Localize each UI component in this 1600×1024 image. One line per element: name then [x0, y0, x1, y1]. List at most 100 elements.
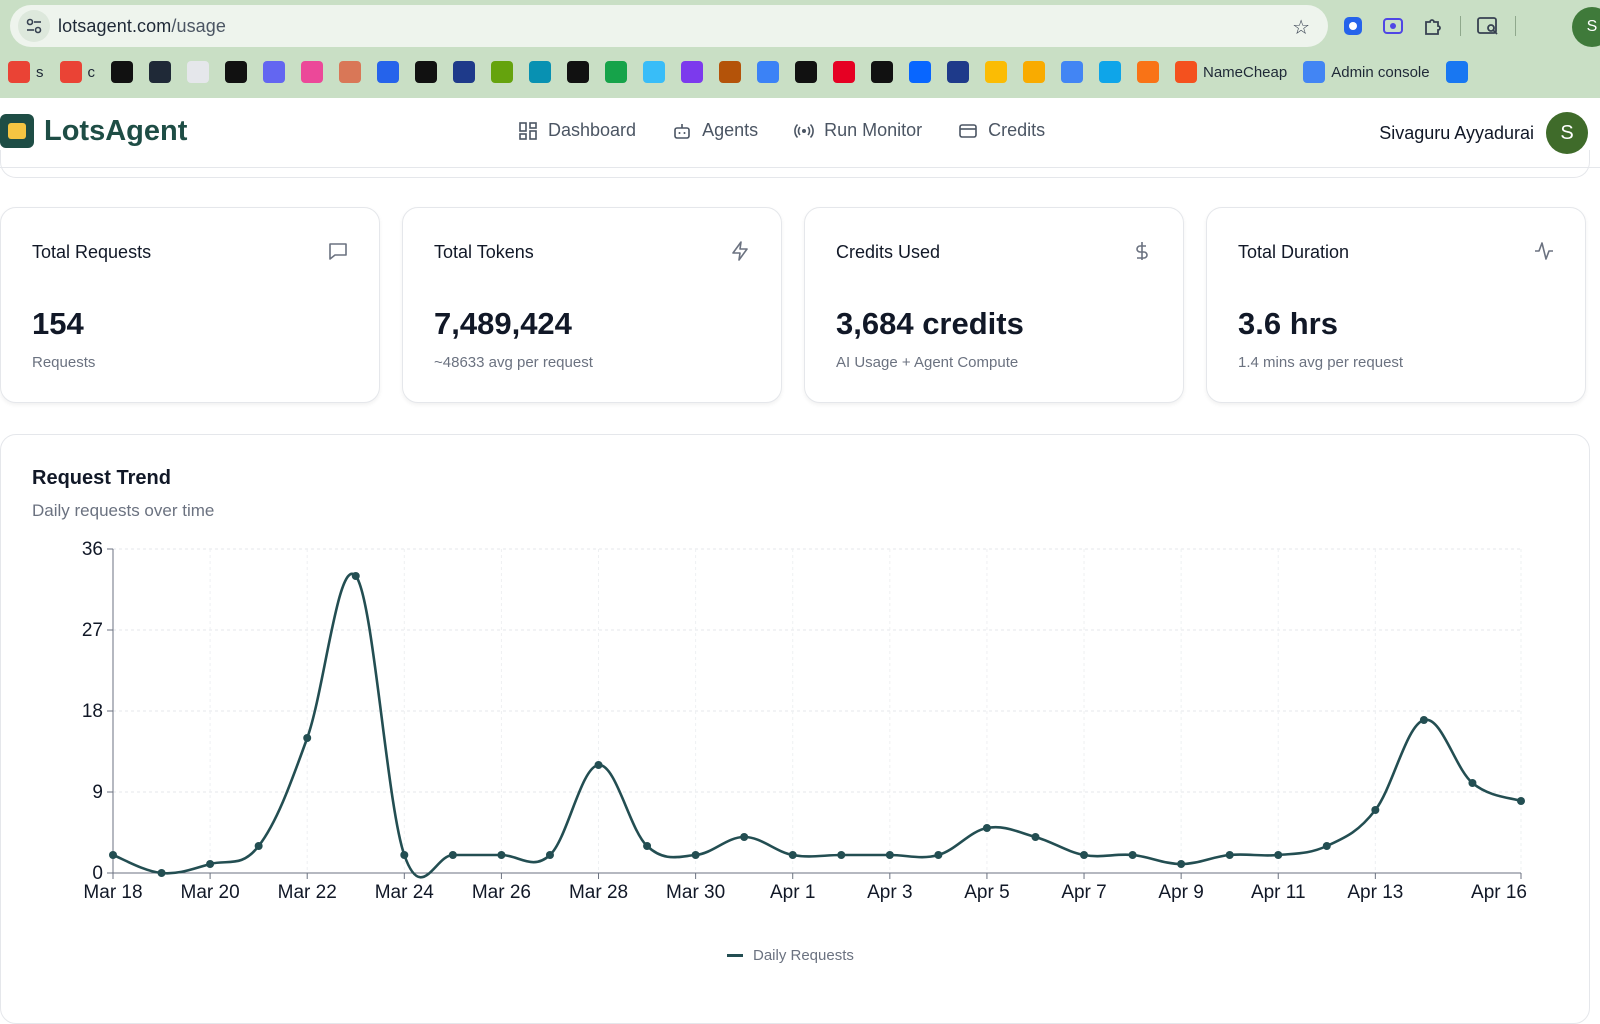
x-icon — [795, 61, 817, 83]
site-settings-icon[interactable] — [18, 10, 50, 42]
data-point — [788, 851, 797, 859]
legend-swatch — [727, 954, 743, 957]
bookmark-item[interactable] — [415, 58, 437, 86]
legend-label: Daily Requests — [753, 947, 854, 964]
brand-logo[interactable]: LotsAgent — [0, 114, 187, 148]
x-tick-label: Apr 5 — [964, 882, 1009, 903]
data-point — [594, 761, 603, 769]
chart-legend: Daily Requests — [727, 947, 854, 964]
address-bar[interactable]: lotsagent.com/usage ☆ — [10, 5, 1328, 47]
bookmark-item[interactable]: Admin console — [1303, 58, 1430, 86]
nav-agents[interactable]: Agents — [672, 120, 758, 141]
x-tick-label: Apr 13 — [1347, 882, 1403, 903]
tab-search-icon[interactable] — [1475, 13, 1501, 39]
bookmark-item[interactable] — [1445, 58, 1468, 86]
bookmark-item[interactable] — [605, 58, 627, 86]
y-tick-label: 27 — [82, 620, 103, 641]
screen-recorder-icon[interactable] — [1340, 13, 1366, 39]
zap-icon — [732, 241, 748, 261]
avatar[interactable]: S — [1546, 112, 1588, 154]
claude-icon — [339, 61, 361, 83]
browser-profile-avatar[interactable]: S — [1572, 7, 1600, 47]
bookmark-item[interactable] — [263, 58, 285, 86]
bookmark-item[interactable]: s — [8, 58, 44, 86]
bookmark-item[interactable] — [1137, 58, 1159, 86]
bookmark-item[interactable] — [947, 58, 969, 86]
stat-card-credits-used: Credits Used 3,684 credits AI Usage + Ag… — [804, 207, 1184, 403]
app-l-icon — [453, 61, 475, 83]
bookmark-item[interactable] — [301, 58, 323, 86]
data-point — [1419, 716, 1428, 724]
request-trend-chart[interactable]: 0 9 18 27 36 Mar 18 Mar 20 Mar 22 Mar 24 Mar 26 Ma… — [1, 435, 1591, 995]
data-point — [497, 851, 506, 859]
bookmark-item[interactable] — [985, 58, 1007, 86]
x-tick-label: Mar 24 — [375, 882, 435, 903]
user-menu[interactable]: Sivaguru Ayyadurai S — [1379, 112, 1588, 154]
bookmark-item[interactable] — [149, 58, 171, 86]
x-tick-label: Apr 3 — [867, 882, 912, 903]
stat-subtext: AI Usage + Agent Compute — [836, 354, 1019, 371]
stat-card-total-tokens: Total Tokens 7,489,424 ~48633 avg per re… — [402, 207, 782, 403]
google-icon — [1303, 61, 1326, 83]
bookmark-item[interactable] — [795, 58, 817, 86]
data-point — [400, 851, 409, 859]
bookmark-item[interactable] — [187, 58, 209, 86]
bookmark-item[interactable] — [377, 58, 399, 86]
bookmark-item[interactable] — [225, 58, 247, 86]
bookmark-item[interactable] — [1099, 58, 1121, 86]
stats-row: Total Requests 154 Requests Total Tokens… — [0, 207, 1590, 403]
series-line-daily-requests — [112, 572, 1522, 879]
data-point — [1517, 797, 1525, 805]
url-text[interactable]: lotsagent.com/usage — [58, 16, 226, 37]
bookmark-item[interactable] — [643, 58, 665, 86]
nav-credits[interactable]: Credits — [958, 120, 1045, 141]
bookmark-item[interactable] — [719, 58, 741, 86]
app-l-icon — [491, 61, 513, 83]
puzzle-icon[interactable] — [1420, 13, 1446, 39]
data-point — [982, 824, 991, 832]
meta-icon — [909, 61, 931, 83]
stat-value: 7,489,424 — [434, 306, 572, 341]
bookmark-item[interactable] — [871, 58, 893, 86]
bookmark-item[interactable] — [491, 58, 513, 86]
extensions-area — [1340, 8, 1516, 44]
stat-title: Total Requests — [32, 242, 152, 262]
data-point — [351, 572, 360, 580]
data-point — [1468, 779, 1477, 787]
nav-run-monitor[interactable]: Run Monitor — [794, 120, 922, 141]
bookmark-item[interactable] — [339, 58, 361, 86]
data-point — [934, 851, 943, 859]
bookmark-star-icon[interactable]: ☆ — [1292, 17, 1310, 39]
eyes-icon — [947, 61, 969, 83]
bookmark-item[interactable] — [111, 58, 133, 86]
bookmark-item[interactable] — [567, 58, 589, 86]
brand-name: LotsAgent — [44, 114, 188, 147]
user-name: Sivaguru Ayyadurai — [1379, 122, 1534, 143]
bookmark-item[interactable] — [909, 58, 931, 86]
data-point — [1177, 860, 1186, 868]
analytics-icon — [1023, 61, 1045, 83]
x-tick-label: Mar 28 — [569, 882, 628, 903]
flower-icon — [301, 61, 323, 83]
bookmark-item[interactable] — [1061, 58, 1083, 86]
data-point — [545, 851, 554, 859]
stat-subtext: Requests — [32, 354, 96, 371]
bookmark-item[interactable] — [1023, 58, 1045, 86]
nav-dashboard[interactable]: Dashboard — [518, 120, 636, 141]
app-l-icon — [567, 61, 589, 83]
x-tick-label: Mar 18 — [83, 882, 142, 903]
bookmark-item[interactable]: NameCheap — [1175, 58, 1287, 86]
bookmark-item[interactable] — [681, 58, 703, 86]
bookmark-item[interactable] — [833, 58, 855, 86]
bookmark-item[interactable] — [757, 58, 779, 86]
bookmark-item[interactable]: c — [59, 58, 95, 86]
data-point — [157, 869, 166, 877]
message-square-icon — [329, 243, 347, 260]
main-nav: Dashboard Agents Run Monitor Credits — [518, 120, 1045, 141]
bookmark-item[interactable] — [529, 58, 551, 86]
data-point — [1371, 806, 1380, 814]
data-point — [303, 734, 312, 742]
openai-icon — [187, 61, 209, 83]
bookmark-item[interactable] — [453, 58, 475, 86]
capture-icon[interactable] — [1380, 13, 1406, 39]
